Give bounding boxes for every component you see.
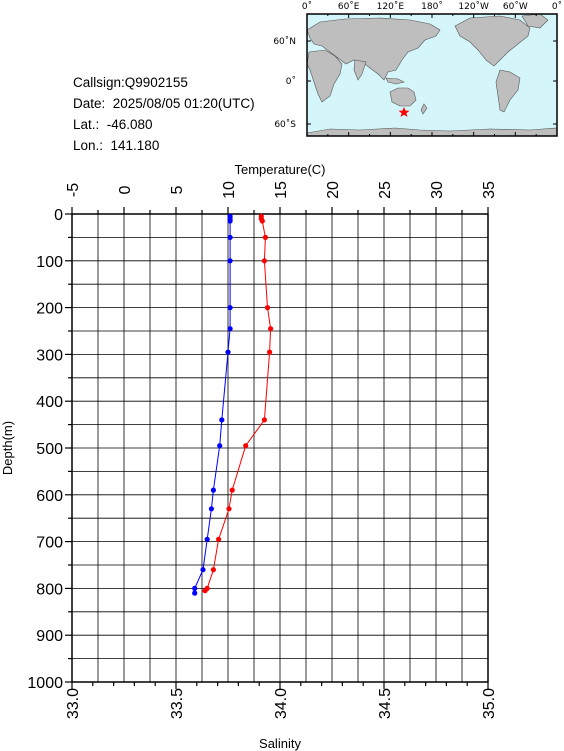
salinity-data-point — [227, 305, 233, 311]
depth-tick-label: 600 — [36, 488, 63, 505]
depth-tick-label: 500 — [36, 441, 63, 458]
depth-tick-label: 400 — [36, 394, 63, 411]
salinity-tick-label: 33.0 — [65, 688, 82, 719]
depth-tick-label: 800 — [36, 581, 63, 598]
salinity-data-point — [219, 417, 225, 423]
salinity-data-point — [227, 218, 233, 224]
land-north-america — [454, 15, 531, 67]
temperature-tick-label: 25 — [377, 181, 394, 199]
land-europe-asia — [306, 17, 441, 81]
land-south-america — [495, 69, 521, 113]
depth-tick-label: 700 — [36, 535, 63, 552]
series-group — [192, 213, 274, 596]
land-india — [353, 59, 367, 81]
longitude-text: Lon.: 141.180 — [73, 138, 160, 153]
temperature-tick-label: 15 — [273, 181, 290, 199]
land-indonesia — [385, 77, 405, 85]
date-text: Date: 2025/08/05 01:20(UTC) — [73, 96, 255, 111]
salinity-tick-label: 33.5 — [169, 688, 186, 719]
temperature-data-point — [243, 443, 249, 449]
temperature-data-point — [216, 536, 222, 542]
salinity-data-point — [227, 258, 233, 264]
salinity-data-point — [227, 326, 233, 332]
temperature-data-point — [261, 417, 267, 423]
depth-axis-label: Depth(m) — [0, 421, 15, 475]
location-map: 0˚ 60˚E 120˚E 180˚ 120˚W 60˚W 0˚ 60˚N 0˚ 60˚S — [273, 1, 562, 137]
map-longitude-label: 60˚W — [503, 1, 528, 12]
salinity-data-point — [192, 585, 198, 592]
temperature-data-point — [259, 218, 265, 224]
temperature-axis-label: Temperature(C) — [234, 162, 325, 177]
temperature-data-point — [226, 506, 232, 512]
temperature-tick-label: 10 — [221, 181, 238, 199]
salinity-data-point — [225, 349, 231, 355]
land-new-zealand — [420, 103, 428, 115]
float-info: Callsign:Q9902155 Date: 2025/08/05 01:20… — [73, 72, 255, 156]
depth-tick-label: 200 — [36, 301, 63, 318]
temperature-tick-label: 30 — [429, 181, 446, 199]
map-labels: 0˚ 60˚E 120˚E 180˚ 120˚W 60˚W 0˚ 60˚N 0˚ 60˚S — [273, 1, 562, 130]
float-location-marker — [398, 107, 410, 117]
depth-tick-label: 900 — [36, 628, 63, 645]
salinity-data-point — [227, 234, 233, 240]
salinity-profile-line — [194, 216, 231, 594]
map-latitude-label: 60˚N — [273, 36, 296, 47]
temperature-tick-label: 5 — [169, 185, 186, 194]
temperature-tick-label: 0 — [117, 185, 134, 194]
map-longitude-label: 0˚ — [552, 1, 562, 12]
salinity-tick-label: 34.5 — [377, 688, 394, 719]
temperature-data-point — [202, 588, 208, 594]
temperature-tick-label: 35 — [481, 181, 498, 199]
map-longitude-label: 180˚ — [421, 1, 443, 12]
salinity-data-point — [217, 443, 223, 449]
map-latitude-label: 0˚ — [286, 76, 296, 87]
salinity-data-point — [204, 536, 210, 542]
temperature-data-point — [229, 487, 235, 493]
plot-frame — [71, 213, 489, 683]
map-ticks — [306, 14, 558, 136]
depth-tick-label: 1000 — [27, 675, 63, 692]
salinity-tick-label: 35.0 — [481, 688, 498, 719]
grid-lines — [72, 214, 488, 682]
map-longitude-label: 60˚E — [338, 1, 360, 12]
temperature-data-point — [262, 234, 268, 240]
salinity-data-point — [192, 590, 198, 596]
map-longitude-label: 0˚ — [302, 1, 312, 12]
temperature-tick-label: 20 — [325, 181, 342, 199]
latitude-text: Lat.: -46.080 — [73, 117, 153, 132]
map-longitude-label: 120˚W — [458, 1, 489, 12]
map-latitude-label: 60˚S — [274, 119, 296, 130]
salinity-data-point — [200, 567, 206, 573]
map-longitude-label: 120˚E — [377, 1, 405, 12]
temperature-profile-line — [204, 216, 272, 592]
salinity-axis-label: Salinity — [259, 736, 301, 751]
salinity-tick-label: 34.0 — [273, 688, 290, 719]
temperature-data-point — [268, 326, 274, 332]
depth-tick-label: 0 — [54, 207, 63, 224]
callsign-text: Callsign:Q9902155 — [73, 75, 188, 90]
depth-tick-label: 100 — [36, 254, 63, 271]
salinity-data-point — [208, 506, 214, 512]
temperature-data-point — [210, 567, 216, 573]
land-australia — [389, 87, 417, 107]
temperature-tick-label: -5 — [65, 183, 82, 197]
salinity-data-point — [210, 487, 216, 493]
temperature-data-point — [264, 305, 271, 311]
temperature-data-point — [261, 258, 267, 264]
land-africa — [306, 49, 343, 103]
depth-tick-label: 300 — [36, 347, 63, 364]
temperature-data-point — [267, 349, 273, 355]
